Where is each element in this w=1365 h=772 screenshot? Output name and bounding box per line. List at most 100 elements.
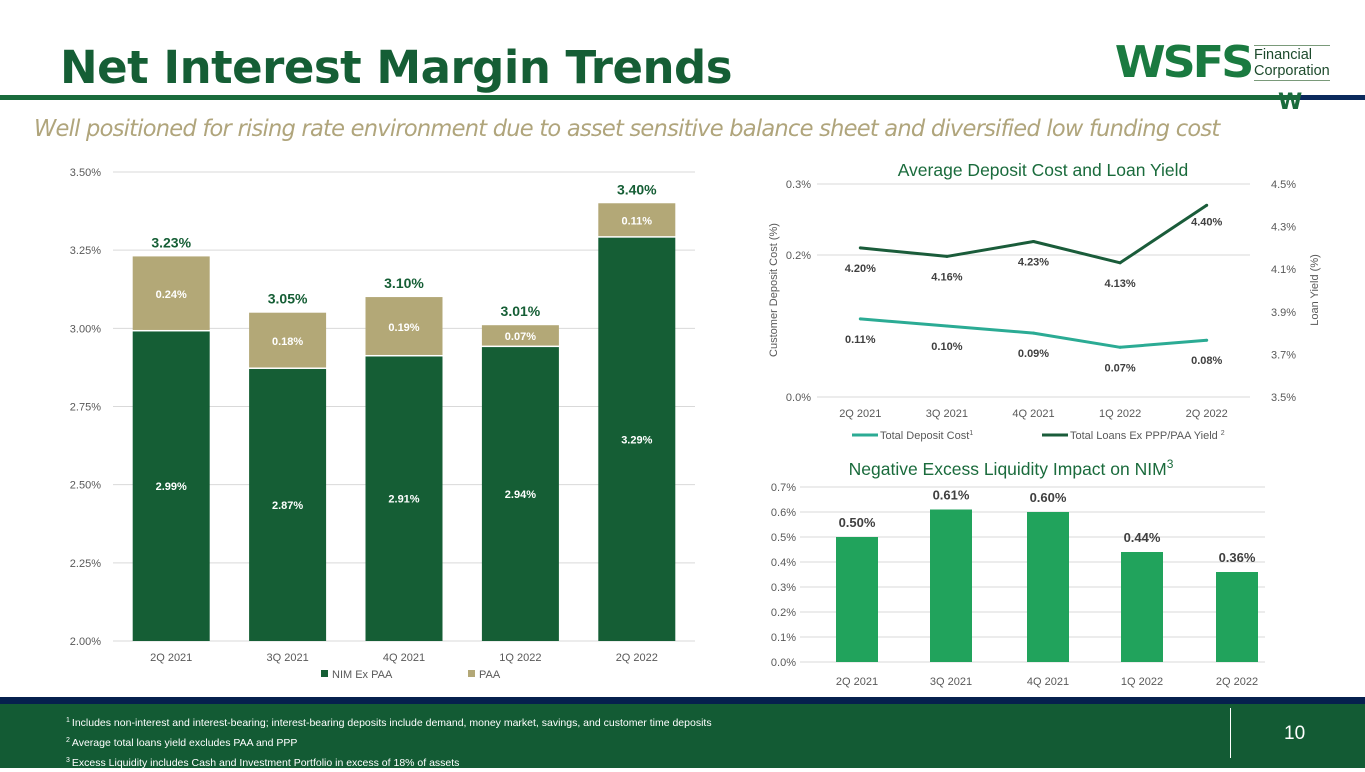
data-label-total: 3.40% (617, 181, 657, 197)
point-loan-yield (858, 246, 862, 250)
y-tick-label: 2.50% (70, 480, 101, 492)
line-chart-series: 0.11% 0.10% 0.09% 0.07% 0.08% 4.20% 4.16% 4.23%… (845, 203, 1223, 374)
data-label-loan-yield: 4.20% (845, 263, 876, 275)
point-deposit-cost (858, 317, 862, 321)
x-tick-label: 2Q 2022 (1186, 408, 1228, 420)
left-axis-title: Customer Deposit Cost (%) (768, 223, 780, 357)
data-label-paa: 0.24% (156, 289, 187, 301)
bar-paa (365, 297, 443, 355)
line-chart-gridlines (817, 183, 1250, 398)
x-tick-label: 3Q 2021 (930, 676, 972, 688)
x-tick-label: 1Q 2022 (1099, 408, 1141, 420)
x-tick-label: 4Q 2021 (1012, 408, 1054, 420)
deposit-loan-line-chart: Average Deposit Cost and Loan Yield 0.0%… (768, 160, 1321, 442)
bar-group-2q-2021: 0.50% (836, 515, 878, 662)
legend-label-nim-ex-paa: NIM Ex PAA (332, 669, 393, 681)
y-tick-label: 0.7% (771, 482, 796, 494)
y-tick-label: 2.00% (70, 636, 101, 648)
data-label-loan-yield: 4.23% (1018, 257, 1049, 269)
bar-group-2q-2022: 3.29% 0.11% 3.40% (598, 181, 676, 641)
liquidity-x-axis: 2Q 2021 3Q 2021 4Q 2021 1Q 2022 2Q 2022 (836, 676, 1258, 688)
series-loan-yield: 4.20% 4.16% 4.23% 4.13% 4.40% (845, 203, 1223, 290)
point-loan-yield (945, 254, 949, 258)
line-chart-title: Average Deposit Cost and Loan Yield (898, 160, 1189, 180)
logo-line-2: Corporation (1253, 63, 1330, 79)
nim-bars: 2.99% 0.24% 3.23% 2.87% 0.18% 3.05% 2.91% 0.19%… (132, 181, 676, 641)
x-tick-label: 3Q 2021 (266, 652, 308, 664)
right-y-tick-label: 3.7% (1271, 349, 1296, 361)
y-tick-label: 0.0% (771, 657, 796, 669)
data-label-total: 3.05% (268, 291, 308, 307)
footer-divider (1230, 708, 1231, 758)
y-tick-label: 0.4% (771, 557, 796, 569)
liquidity-chart-title: Negative Excess Liquidity Impact on NIM3 (849, 457, 1174, 479)
bar-excess-liquidity (1121, 552, 1163, 662)
liquidity-y-axis: 0.0% 0.1% 0.2% 0.3% 0.4% 0.5% 0.6% 0.7% (771, 482, 796, 669)
header-divider-accent (1300, 95, 1365, 100)
logo-text: Financial Corporation (1253, 45, 1330, 81)
legend-swatch-paa (468, 670, 475, 677)
data-label-deposit-cost: 0.09% (1018, 348, 1049, 360)
data-label: 0.36% (1219, 550, 1256, 565)
y-tick-label: 3.50% (70, 167, 101, 179)
x-tick-label: 2Q 2021 (839, 408, 881, 420)
bar-paa (598, 203, 676, 237)
data-label-paa: 0.18% (272, 336, 303, 348)
footnote-2: 2 Average total loans yield excludes PAA … (66, 737, 298, 749)
bar-group-2q-2022: 0.36% (1216, 550, 1258, 662)
left-y-tick-label: 0.2% (786, 250, 811, 262)
company-logo: WSFS Financial Corporation (1115, 40, 1330, 86)
legend-label-loan-yield: Total Loans Ex PPP/PAA Yield 2 (1070, 430, 1225, 442)
data-label-total: 3.10% (384, 275, 424, 291)
header-divider (0, 95, 1330, 100)
x-tick-label: 1Q 2022 (1121, 676, 1163, 688)
data-label: 0.44% (1124, 530, 1161, 545)
legend-swatch-nim-ex-paa (321, 670, 328, 677)
right-axis-title: Loan Yield (%) (1309, 254, 1321, 326)
data-label-total: 3.23% (151, 234, 191, 250)
series-deposit-cost: 0.11% 0.10% 0.09% 0.07% 0.08% (845, 317, 1223, 374)
bar-group-1q-2022: 0.44% (1121, 530, 1163, 662)
right-y-tick-label: 4.5% (1271, 179, 1296, 191)
point-deposit-cost (1032, 331, 1035, 335)
y-tick-label: 0.2% (771, 607, 796, 619)
footnote-3: 3 Excess Liquidity includes Cash and Inve… (66, 757, 460, 769)
footer-accent-stripe (0, 697, 1365, 704)
footnotes: 1 Includes non-interest and interest-bear… (66, 712, 712, 772)
y-tick-label: 2.25% (70, 558, 101, 570)
line-loan-yield (860, 204, 1208, 265)
right-y-tick-label: 4.1% (1271, 264, 1296, 276)
y-tick-label: 3.25% (70, 245, 101, 257)
bar-paa (249, 312, 327, 368)
bar-nim-ex-paa (249, 368, 327, 641)
data-label-nim-ex-paa: 2.91% (388, 494, 419, 506)
data-label-deposit-cost: 0.11% (845, 334, 876, 346)
bar-nim-ex-paa (481, 347, 559, 641)
data-label-paa: 0.07% (505, 331, 536, 343)
excess-liquidity-bar-chart: Negative Excess Liquidity Impact on NIM3… (771, 457, 1265, 688)
data-label-nim-ex-paa: 2.99% (156, 481, 187, 493)
bar-group-2q-2021: 2.99% 0.24% 3.23% (132, 234, 210, 641)
x-tick-label: 2Q 2022 (616, 652, 658, 664)
bar-group-4q-2021: 2.91% 0.19% 3.10% (365, 275, 443, 641)
data-label: 0.50% (839, 515, 876, 530)
bar-paa (481, 325, 559, 346)
y-tick-label: 0.1% (771, 632, 796, 644)
legend-label-paa: PAA (479, 669, 501, 681)
bar-nim-ex-paa (598, 237, 676, 641)
y-tick-label: 0.3% (771, 582, 796, 594)
bar-nim-ex-paa (132, 331, 210, 641)
page-number: 10 (1284, 723, 1306, 744)
x-tick-label: 2Q 2021 (836, 676, 878, 688)
page-title: Net Interest Margin Trends (60, 41, 733, 94)
bar-excess-liquidity (836, 537, 878, 662)
point-loan-yield (1032, 240, 1035, 244)
data-label-paa: 0.11% (622, 215, 653, 227)
line-chart-legend: Total Deposit Cost1 Total Loans Ex PPP/P… (852, 430, 1225, 442)
right-y-tick-label: 3.5% (1271, 392, 1296, 404)
bar-group-3q-2021: 2.87% 0.18% 3.05% (249, 291, 327, 641)
footer-bar (0, 697, 1365, 768)
x-tick-label: 3Q 2021 (926, 408, 968, 420)
point-deposit-cost (945, 324, 949, 328)
nim-gridlines (113, 171, 695, 642)
